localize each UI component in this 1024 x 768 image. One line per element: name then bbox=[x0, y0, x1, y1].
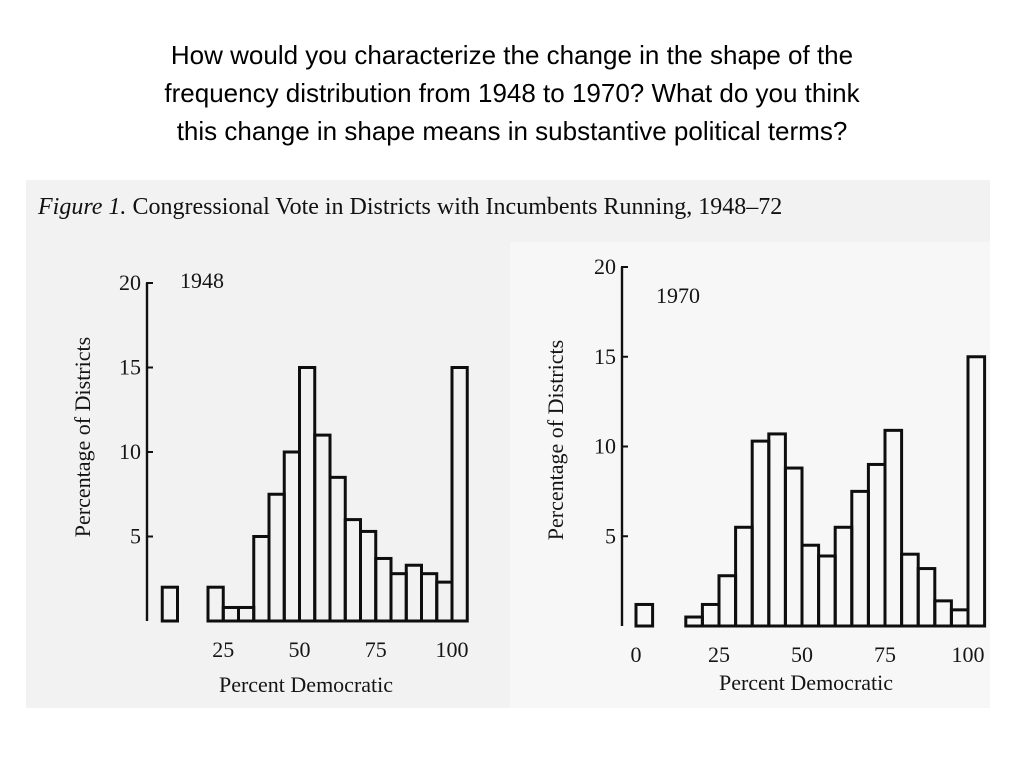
x-axis-label-1948: Percent Democratic bbox=[219, 672, 393, 697]
x-tick-label-25: 25 bbox=[212, 637, 234, 662]
histogram-bar-0 bbox=[160, 585, 179, 623]
x-tick-label-50: 50 bbox=[791, 642, 813, 667]
question-line-1: How would you characterize the change in… bbox=[170, 40, 854, 70]
histogram-bar-9 bbox=[817, 554, 837, 628]
chart-title-1970: 1970 bbox=[656, 283, 700, 308]
x-axis-label-1970: Percent Democratic bbox=[719, 670, 893, 695]
x-tick-label-75: 75 bbox=[874, 642, 896, 667]
x-tick-label-0: 0 bbox=[631, 642, 642, 667]
y-tick-label-5: 5 bbox=[130, 524, 141, 549]
histogram-bar-11 bbox=[850, 489, 870, 628]
figure-title: Congressional Vote in Districts with Inc… bbox=[132, 194, 783, 220]
histogram-bar-5 bbox=[750, 439, 771, 628]
histogram-bar-1 bbox=[684, 615, 704, 628]
question-text: How would you characterize the change in… bbox=[30, 36, 994, 150]
y-tick-label-20: 20 bbox=[594, 254, 616, 279]
x-tick-label-50: 50 bbox=[289, 637, 311, 662]
y-tick-label-15: 15 bbox=[594, 344, 616, 369]
y-tick-label-10: 10 bbox=[594, 434, 616, 459]
histogram-bar-14 bbox=[900, 552, 920, 628]
histogram-bar-3 bbox=[717, 574, 738, 628]
y-tick-label-20: 20 bbox=[119, 270, 141, 295]
histogram-bar-1 bbox=[206, 585, 225, 623]
histogram-bar-6 bbox=[767, 432, 787, 628]
histogram-bar-2 bbox=[700, 602, 721, 628]
histogram-bar-12 bbox=[866, 462, 887, 628]
histogram-bar-4 bbox=[734, 525, 754, 628]
question-line-2: frequency distribution from 1948 to 1970… bbox=[164, 78, 860, 108]
histogram-bar-15 bbox=[916, 567, 937, 628]
histogram-bar-13 bbox=[883, 428, 904, 628]
histogram-bar-18 bbox=[966, 355, 987, 628]
y-tick-label-10: 10 bbox=[119, 439, 141, 464]
histogram-bar-17 bbox=[949, 608, 970, 628]
histogram-bar-16 bbox=[933, 599, 953, 628]
scanned-figure-right-panel bbox=[510, 242, 990, 708]
histogram-bar-10 bbox=[833, 525, 854, 628]
y-axis-label-1948: Percentage of Districts bbox=[70, 337, 95, 537]
x-tick-label-100: 100 bbox=[952, 642, 985, 667]
y-axis-label-1970: Percentage of Districts bbox=[543, 340, 568, 540]
histogram-bar-17 bbox=[450, 366, 469, 623]
figure-caption: Figure 1. Congressional Vote in District… bbox=[38, 194, 782, 221]
x-tick-label-75: 75 bbox=[365, 637, 387, 662]
histogram-bar-8 bbox=[800, 543, 821, 628]
question-line-3: this change in shape means in substantiv… bbox=[176, 116, 848, 146]
histogram-bar-7 bbox=[783, 466, 804, 628]
x-tick-label-100: 100 bbox=[436, 637, 469, 662]
figure-label: Figure 1. bbox=[38, 194, 127, 220]
histogram-bar-0 bbox=[634, 602, 655, 628]
x-tick-label-25: 25 bbox=[708, 642, 730, 667]
y-tick-label-15: 15 bbox=[119, 355, 141, 380]
y-tick-label-5: 5 bbox=[605, 523, 616, 548]
chart-title-1948: 1948 bbox=[180, 268, 224, 293]
